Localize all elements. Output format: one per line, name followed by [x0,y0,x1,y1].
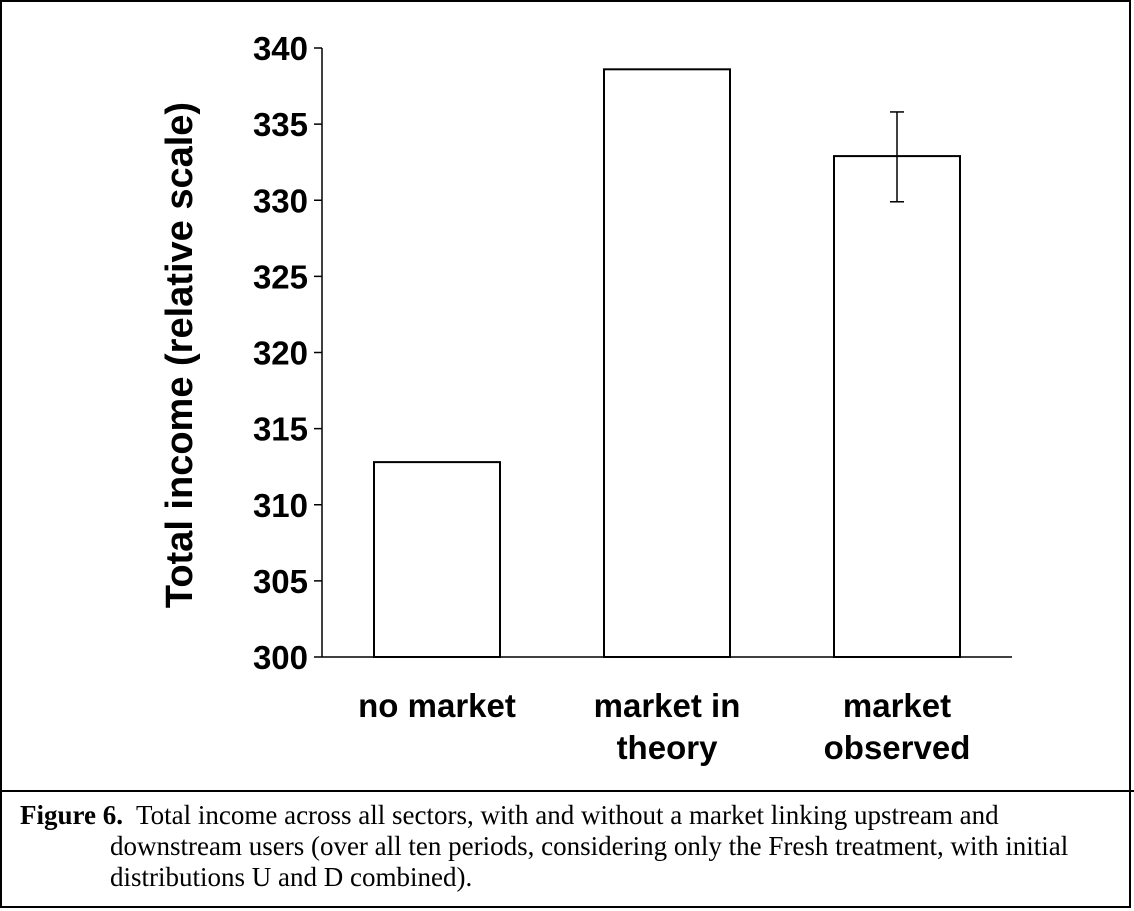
bar [833,155,961,658]
bar-chart: 300 305 310 315 320 325 330 335 340 no market mar… [159,30,1012,766]
y-tick-label: 315 [253,411,308,448]
category-label-line: no market [358,687,516,724]
y-tick-label: 305 [253,563,308,600]
category-label: no market [358,687,516,724]
y-tick-label: 320 [253,335,308,372]
category-label-line: market [843,687,951,724]
caption-label: Figure 6. [20,800,123,830]
y-tick-label: 310 [253,487,308,524]
y-axis-label: Total income (relative scale) [159,102,201,608]
bar [603,68,731,658]
y-tick-label: 335 [253,106,308,143]
figure-caption: Figure 6. Total income across all sector… [20,800,1110,893]
y-tick-label: 300 [253,639,308,676]
category-labels: no market market in theory market observed [358,687,970,766]
category-label: market observed [824,687,971,766]
y-axis: 300 305 310 315 320 325 330 335 340 [253,30,323,676]
category-label: market in theory [594,687,741,766]
caption-divider [0,790,1134,792]
category-label-line: market in [594,687,741,724]
y-tick-label: 330 [253,182,308,219]
bar [373,461,501,658]
category-label-line: theory [617,729,719,766]
y-tick-label: 325 [253,258,308,295]
bars [373,68,961,658]
caption-text: Total income across all sectors, with an… [110,800,1069,892]
error-bars [890,111,904,203]
y-tick-label: 340 [253,30,308,67]
category-label-line: observed [824,729,971,766]
